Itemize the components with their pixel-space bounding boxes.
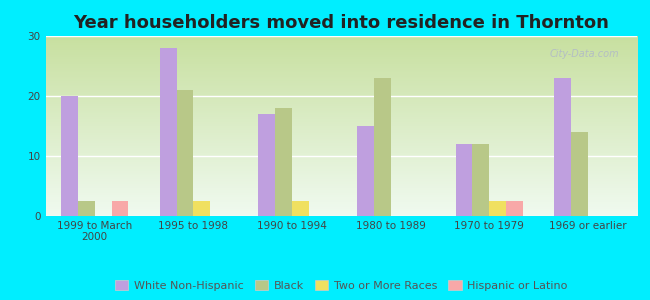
Bar [554, 78, 571, 216]
Bar [61, 96, 78, 216]
Bar [357, 126, 374, 216]
Bar [160, 48, 177, 216]
Bar [259, 114, 275, 216]
Bar [112, 201, 128, 216]
Bar [177, 90, 194, 216]
Bar [78, 201, 95, 216]
Bar [275, 108, 292, 216]
Bar [489, 201, 506, 216]
Legend: White Non-Hispanic, Black, Two or More Races, Hispanic or Latino: White Non-Hispanic, Black, Two or More R… [111, 276, 572, 295]
Title: Year householders moved into residence in Thornton: Year householders moved into residence i… [73, 14, 609, 32]
Bar [571, 132, 588, 216]
Bar [374, 78, 391, 216]
Bar [506, 201, 523, 216]
Text: City-Data.com: City-Data.com [550, 49, 619, 58]
Bar [292, 201, 309, 216]
Bar [194, 201, 210, 216]
Bar [473, 144, 489, 216]
Bar [456, 144, 473, 216]
